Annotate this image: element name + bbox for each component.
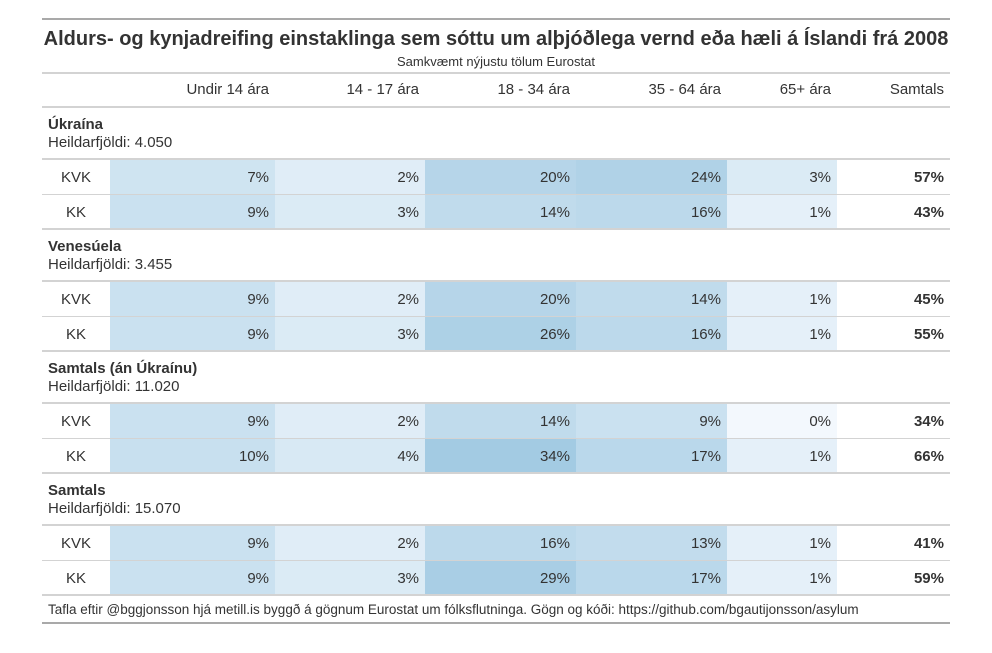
table-cell: 9%: [110, 282, 275, 316]
top-rule: [42, 18, 950, 20]
sex-label: KVK: [60, 169, 91, 186]
table-cell: 2%: [275, 526, 425, 560]
table-cell: 20%: [425, 282, 576, 316]
table-cell: 10%: [110, 439, 275, 472]
table-cell: 14%: [425, 404, 576, 438]
table-cell: 17%: [576, 439, 727, 472]
row-total: 66%: [913, 448, 944, 465]
table-cell: 3%: [275, 317, 425, 350]
table-cell: 7%: [110, 160, 275, 194]
table-row: KK 9% 3% 29% 17% 1% 59%: [42, 561, 950, 596]
table-cell: 34%: [425, 439, 576, 472]
bottom-rule: [42, 622, 950, 624]
column-header-35-64: 35 - 64 ára: [648, 81, 721, 98]
sex-label: KK: [65, 204, 86, 221]
table-cell: 1%: [727, 526, 837, 560]
group-name: Úkraína: [48, 116, 104, 133]
table-subtitle: Samkvæmt nýjustu tölum Eurostat: [397, 54, 595, 69]
group-total-count: Heildarfjöldi: 11.020: [48, 378, 180, 395]
group-total-count: Heildarfjöldi: 15.070: [48, 500, 181, 517]
table-cell: 26%: [425, 317, 576, 350]
row-total: 45%: [913, 291, 944, 308]
row-total: 57%: [913, 169, 944, 186]
group-header: Venesúela Heildarfjöldi: 3.455: [42, 230, 950, 282]
row-total: 43%: [913, 204, 944, 221]
table-cell: 14%: [425, 195, 576, 228]
table-row: KK 9% 3% 14% 16% 1% 43%: [42, 195, 950, 230]
table-cell: 9%: [576, 404, 727, 438]
group-header: Samtals (án Úkraínu) Heildarfjöldi: 11.0…: [42, 352, 950, 404]
table-cell: 17%: [576, 561, 727, 594]
table-cell: 2%: [275, 282, 425, 316]
table-row: KK 10% 4% 34% 17% 1% 66%: [42, 439, 950, 474]
sex-label: KVK: [60, 291, 91, 308]
group-total-count: Heildarfjöldi: 3.455: [48, 256, 173, 273]
column-header-row: Undir 14 ára 14 - 17 ára 18 - 34 ára 35 …: [42, 72, 950, 108]
table-cell: 1%: [727, 282, 837, 316]
sex-label: KVK: [60, 413, 91, 430]
source-footnote: Tafla eftir @bggjonsson hjá metill.is by…: [48, 602, 859, 617]
row-total: 34%: [913, 413, 944, 430]
table-cell: 16%: [576, 195, 727, 228]
table-cell: 9%: [110, 404, 275, 438]
sex-label: KK: [65, 570, 86, 587]
column-header-total: Samtals: [889, 81, 944, 98]
column-header-14-17: 14 - 17 ára: [346, 81, 419, 98]
table-cell: 14%: [576, 282, 727, 316]
table-row: KK 9% 3% 26% 16% 1% 55%: [42, 317, 950, 352]
table-cell: 1%: [727, 439, 837, 472]
table-cell: 16%: [576, 317, 727, 350]
table-cell: 2%: [275, 160, 425, 194]
row-total: 55%: [913, 326, 944, 343]
table-cell: 9%: [110, 526, 275, 560]
table-cell: 3%: [275, 195, 425, 228]
table-cell: 24%: [576, 160, 727, 194]
group-name: Samtals: [48, 482, 106, 499]
table-cell: 29%: [425, 561, 576, 594]
group-header: Úkraína Heildarfjöldi: 4.050: [42, 108, 950, 160]
table-cell: 9%: [110, 195, 275, 228]
column-header-under-14: Undir 14 ára: [186, 81, 269, 98]
column-header-blank: [42, 74, 110, 106]
sex-label: KK: [65, 448, 86, 465]
table-cell: 2%: [275, 404, 425, 438]
table-cell: 13%: [576, 526, 727, 560]
group-name: Venesúela: [48, 238, 122, 255]
table-cell: 1%: [727, 195, 837, 228]
column-header-65-plus: 65+ ára: [779, 81, 831, 98]
table-row: KVK 9% 2% 14% 9% 0% 34%: [42, 404, 950, 439]
sex-label: KVK: [60, 535, 91, 552]
sex-label: KK: [65, 326, 86, 343]
row-total: 59%: [913, 570, 944, 587]
column-header-18-34: 18 - 34 ára: [497, 81, 570, 98]
table-container: Aldurs- og kynjadreifing einstaklinga se…: [42, 18, 950, 624]
table-cell: 3%: [275, 561, 425, 594]
table-cell: 16%: [425, 526, 576, 560]
group-total-count: Heildarfjöldi: 4.050: [48, 134, 173, 151]
table-row: KVK 7% 2% 20% 24% 3% 57%: [42, 160, 950, 195]
table-cell: 1%: [727, 561, 837, 594]
table-cell: 9%: [110, 561, 275, 594]
table-cell: 3%: [727, 160, 837, 194]
table-cell: 20%: [425, 160, 576, 194]
table-cell: 9%: [110, 317, 275, 350]
group-header: Samtals Heildarfjöldi: 15.070: [42, 474, 950, 526]
table-cell: 4%: [275, 439, 425, 472]
table-row: KVK 9% 2% 16% 13% 1% 41%: [42, 526, 950, 561]
table-title: Aldurs- og kynjadreifing einstaklinga se…: [43, 28, 949, 50]
row-total: 41%: [913, 535, 944, 552]
table-cell: 0%: [727, 404, 837, 438]
table-row: KVK 9% 2% 20% 14% 1% 45%: [42, 282, 950, 317]
table-cell: 1%: [727, 317, 837, 350]
group-name: Samtals (án Úkraínu): [48, 360, 198, 377]
